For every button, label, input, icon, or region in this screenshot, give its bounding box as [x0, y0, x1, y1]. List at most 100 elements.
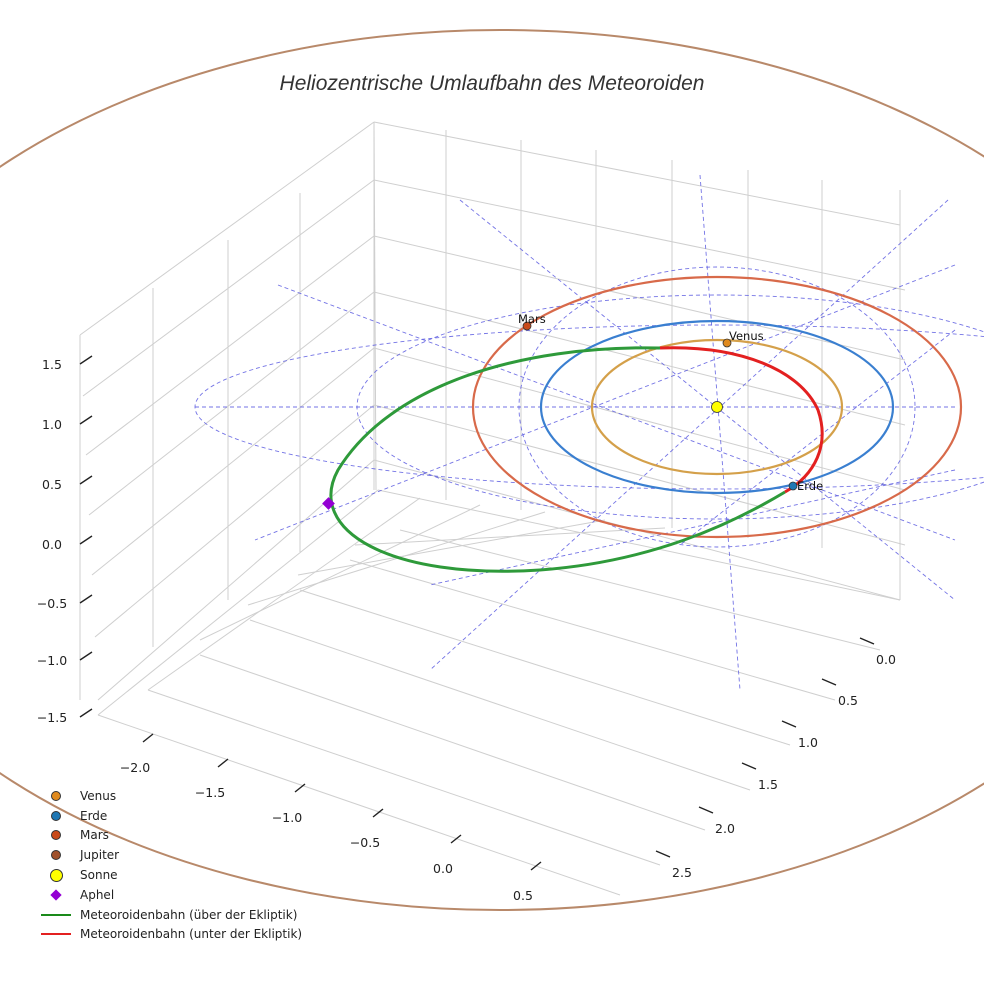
legend-label: Sonne	[80, 868, 118, 883]
ecliptic-spoke	[277, 284, 956, 541]
planet-mars	[522, 321, 532, 331]
ecliptic-spoke	[429, 199, 949, 671]
y-tick-label: 2.5	[672, 865, 692, 880]
x-tick	[530, 861, 542, 871]
z-tick	[79, 594, 93, 604]
z-tick	[79, 355, 93, 365]
y-tick	[698, 806, 714, 814]
ecliptic-spoke	[699, 174, 741, 691]
grid-line	[373, 235, 906, 361]
grid-line	[373, 121, 377, 491]
legend-symbol	[38, 913, 74, 916]
x-tick	[294, 783, 306, 793]
grid-line	[373, 347, 906, 491]
legend-item: Sonne	[38, 865, 302, 885]
y-tick	[655, 850, 671, 858]
legend-label: Meteoroidenbahn (unter der Ekliptik)	[80, 927, 303, 942]
legend-label: Venus	[80, 788, 117, 803]
y-tick	[781, 720, 797, 728]
ecliptic-spoke	[429, 469, 956, 586]
grid-line	[249, 619, 751, 791]
z-tick-label: 0.0	[42, 537, 62, 552]
z-tick	[79, 475, 93, 485]
legend-symbol	[38, 933, 74, 936]
x-tick-label: −0.5	[350, 835, 380, 850]
legend-item: Aphel	[38, 885, 302, 905]
planet-erde	[788, 481, 798, 491]
ecliptic-grid	[194, 174, 984, 691]
legend-label: Mars	[80, 828, 109, 843]
legend-item: Venus	[38, 786, 302, 806]
grid-line	[147, 689, 661, 866]
z-tick-label: 1.0	[42, 417, 62, 432]
legend-label: Erde	[80, 808, 108, 823]
legend-item: Meteoroidenbahn (unter der Ekliptik)	[38, 925, 302, 945]
y-tick	[741, 762, 757, 770]
z-tick-label: 0.5	[42, 477, 62, 492]
grid-line	[373, 179, 906, 291]
legend-symbol	[38, 889, 74, 901]
grid-line	[399, 529, 881, 651]
ecliptic-spoke	[679, 329, 956, 546]
y-tick-label: 1.0	[798, 735, 818, 750]
y-tick	[821, 678, 837, 686]
x-tick	[217, 758, 229, 768]
z-tick	[79, 535, 93, 545]
z-tick-label: −1.0	[37, 653, 67, 668]
grid-line	[97, 489, 379, 716]
legend-item: Meteoroidenbahn (über der Ekliptik)	[38, 905, 302, 925]
x-tick	[450, 834, 462, 844]
grid-line	[299, 589, 791, 746]
planet-label: Venus	[729, 329, 764, 343]
planet-label: Erde	[797, 479, 823, 493]
aphel-marker	[322, 497, 335, 510]
grid-line	[199, 504, 481, 641]
grid-line	[297, 519, 606, 576]
x-tick-label: 0.0	[433, 861, 453, 876]
x-tick-label: −2.0	[120, 760, 150, 775]
orbit-erde	[539, 319, 895, 495]
x-tick	[142, 733, 154, 743]
meteoroid-orbit-above	[329, 346, 786, 573]
legend-item: Jupiter	[38, 845, 302, 865]
meteoroid-orbit-below	[659, 346, 824, 494]
planet-label: Mars	[518, 312, 546, 326]
y-tick-label: 1.5	[758, 777, 778, 792]
legend-symbol	[38, 830, 74, 841]
grid-line	[91, 347, 375, 576]
grid-line	[199, 654, 706, 831]
grid-line	[377, 489, 901, 601]
z-tick-label: −0.5	[37, 596, 67, 611]
z-tick-label: −1.5	[37, 710, 67, 725]
legend-item: Mars	[38, 826, 302, 846]
legend-item: Erde	[38, 806, 302, 826]
legend-symbol	[38, 810, 74, 821]
axis-ticks: 1.5 1.0 0.5 0.0 −0.5 −1.0 −1.5 −2.0 −1.5 −1.0 −0.5…	[37, 355, 896, 903]
markers: Venus Erde Mars	[322, 312, 823, 510]
grid-line	[79, 121, 375, 336]
z-tick	[79, 415, 93, 425]
grid-line	[85, 235, 375, 456]
y-tick-label: 2.0	[715, 821, 735, 836]
sun-marker	[711, 401, 723, 413]
legend-symbol	[38, 850, 74, 861]
orbit-jupiter	[0, 29, 984, 911]
legend-symbol	[38, 790, 74, 801]
y-tick-label: 0.0	[876, 652, 896, 667]
legend: Venus Erde Mars Jupiter Sonne Aphel Meteoroide…	[38, 786, 302, 944]
grid-line	[373, 121, 901, 226]
y-tick	[859, 637, 875, 645]
axes-grid	[79, 121, 906, 896]
legend-label: Meteoroidenbahn (über der Ekliptik)	[80, 907, 298, 922]
grid-line	[349, 559, 836, 701]
x-tick-label: −1.5	[195, 785, 225, 800]
planet-venus	[722, 338, 732, 348]
grid-line	[94, 404, 375, 638]
legend-label: Aphel	[80, 887, 115, 902]
grid-line	[82, 179, 375, 397]
z-tick	[79, 708, 93, 718]
grid-line	[373, 291, 906, 426]
chart-title: Heliozentrische Umlaufbahn des Meteoroid…	[279, 72, 705, 95]
grid-line	[373, 404, 906, 546]
